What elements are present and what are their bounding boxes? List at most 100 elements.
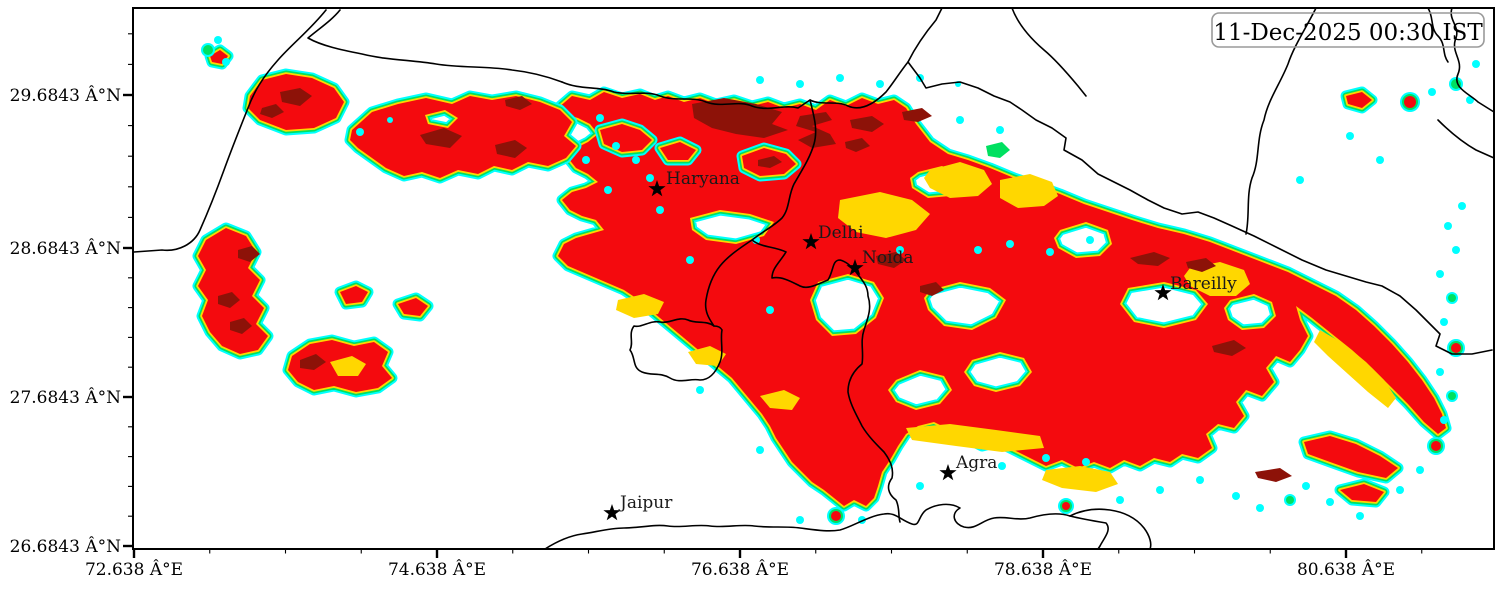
- fog-moderate-patch-7: [688, 346, 726, 366]
- fog-speck-8: [646, 174, 654, 182]
- city-label-haryana: Haryana: [666, 169, 740, 189]
- fog-very-dense-patch-4: [845, 138, 870, 152]
- timestamp-text: 11-Dec-2025 00:30 IST: [1213, 20, 1483, 46]
- fog-moderate-patch-1: [924, 162, 992, 198]
- fog-very-dense-patch-2: [850, 116, 884, 132]
- fog-very-dense-patch-16: [758, 156, 782, 168]
- fog-speck-32: [1196, 476, 1204, 484]
- fog-speck-22: [796, 516, 804, 524]
- x-tick-label: 80.638 Â°E: [1297, 559, 1395, 580]
- fog-patch-8-red-fill: [398, 298, 428, 316]
- fog-speck-41-red: [1431, 441, 1441, 451]
- fog-speck-0: [214, 36, 222, 44]
- fog-very-dense-patch-5: [876, 252, 906, 268]
- fog-speck-3: [387, 117, 393, 123]
- fog-very-dense-patch-17: [218, 292, 240, 308]
- fog-speck-14: [876, 80, 884, 88]
- fog-speck-61: [956, 116, 964, 124]
- fog-speck-37: [1326, 498, 1334, 506]
- fog-speck-65: [1376, 156, 1384, 164]
- fog-patch-1-red-fill: [350, 96, 576, 178]
- fog-speck-23-red: [831, 511, 841, 521]
- fog-very-dense-patch-20: [300, 354, 326, 370]
- state-boundaries: [133, 7, 1495, 550]
- fog-patch-11-red-fill: [1340, 484, 1384, 502]
- city-label-noida: Noida: [862, 248, 914, 268]
- fog-speck-57: [974, 246, 982, 254]
- fog-very-dense-patch-14: [495, 140, 527, 158]
- fog-speck-34: [1256, 504, 1264, 512]
- fog-very-dense-patch-12: [260, 104, 284, 118]
- fog-speck-25: [916, 482, 924, 490]
- fog-very-dense-patch-8: [1186, 258, 1216, 272]
- fog-speck-59: [1046, 248, 1054, 256]
- fog-very-dense-patch-19: [238, 246, 260, 262]
- fog-speck-52-red: [1404, 96, 1416, 108]
- city-star-icon-agra: [939, 464, 957, 481]
- fog-speck-67-green: [203, 45, 213, 55]
- fog-speck-2: [356, 128, 364, 136]
- fog-speck-44: [1436, 368, 1444, 376]
- fog-speck-48: [1436, 270, 1444, 278]
- fog-speck-30: [1116, 496, 1124, 504]
- fog-patch-7-red-fill: [340, 286, 368, 304]
- city-star-icon-delhi: [802, 233, 820, 250]
- fog-speck-28-red: [1062, 502, 1070, 510]
- x-tick-label: 74.638 Â°E: [388, 559, 486, 580]
- fog-very-dense-patch-3: [902, 108, 932, 122]
- boundary-line-2: [561, 61, 909, 110]
- fog-speck-47-green: [1448, 294, 1456, 302]
- y-tick-label: 26.6843 Â°N: [10, 536, 121, 557]
- fog-moderate-patch-0: [838, 192, 930, 238]
- city-label-jaipur: Jaipur: [618, 493, 673, 513]
- x-tick-label: 78.638 Â°E: [994, 559, 1092, 580]
- fog-speck-31: [1156, 486, 1164, 494]
- boundary-line-6: [1245, 7, 1317, 235]
- boundary-line-10: [544, 503, 1109, 550]
- fog-speck-45-red: [1451, 343, 1461, 353]
- fog-speck-33: [1232, 492, 1240, 500]
- fog-speck-12: [796, 80, 804, 88]
- fog-speck-20: [696, 386, 704, 394]
- fog-speck-66: [1296, 176, 1304, 184]
- fog-speck-36: [1302, 482, 1310, 490]
- fog-speck-49: [1452, 246, 1460, 254]
- boundary-line-14: [1437, 119, 1495, 159]
- y-tick-label: 29.6843 Â°N: [10, 85, 121, 106]
- fog-moderate-patch-9: [1042, 466, 1118, 492]
- fog-speck-19: [766, 306, 774, 314]
- fog-patch-10-red-fill: [1304, 436, 1398, 478]
- boundary-line-12: [1427, 7, 1449, 63]
- fog-speck-39: [1396, 486, 1404, 494]
- fog-moderate-patch-10: [330, 356, 366, 376]
- city-star-icon-jaipur: [603, 504, 621, 521]
- fog-speck-1: [222, 58, 230, 66]
- fog-speck-58: [1006, 240, 1014, 248]
- fog-very-dense-patch-11: [280, 88, 312, 106]
- y-tick-label: 28.6843 Â°N: [10, 238, 121, 259]
- city-label-bareilly: Bareilly: [1170, 274, 1237, 294]
- timestamp-box: [1211, 12, 1485, 48]
- fog-speck-13: [836, 74, 844, 82]
- boundary-line-11: [1069, 508, 1152, 550]
- fog-speck-53: [1428, 88, 1436, 96]
- fog-layer: [192, 36, 1480, 525]
- boundary-line-1: [307, 9, 563, 83]
- fog-speck-40: [1416, 466, 1424, 474]
- boundary-line-3: [907, 7, 943, 63]
- boundary-line-4: [1011, 7, 1087, 97]
- boundary-line-0: [133, 9, 327, 253]
- fog-very-dense-patch-18: [230, 318, 252, 334]
- fog-speck-5: [612, 142, 620, 150]
- fog-speck-6: [632, 156, 640, 164]
- fog-speck-64: [1346, 132, 1354, 140]
- fog-speck-51: [1458, 202, 1466, 210]
- plot-frame: [132, 7, 1495, 550]
- fog-speck-35-green: [1286, 496, 1294, 504]
- fog-patch-9-red-fill: [1346, 92, 1372, 108]
- fog-speck-21: [756, 446, 764, 454]
- fog-light-patch-0: [986, 142, 1010, 158]
- x-tick-label: 72.638 Â°E: [85, 559, 183, 580]
